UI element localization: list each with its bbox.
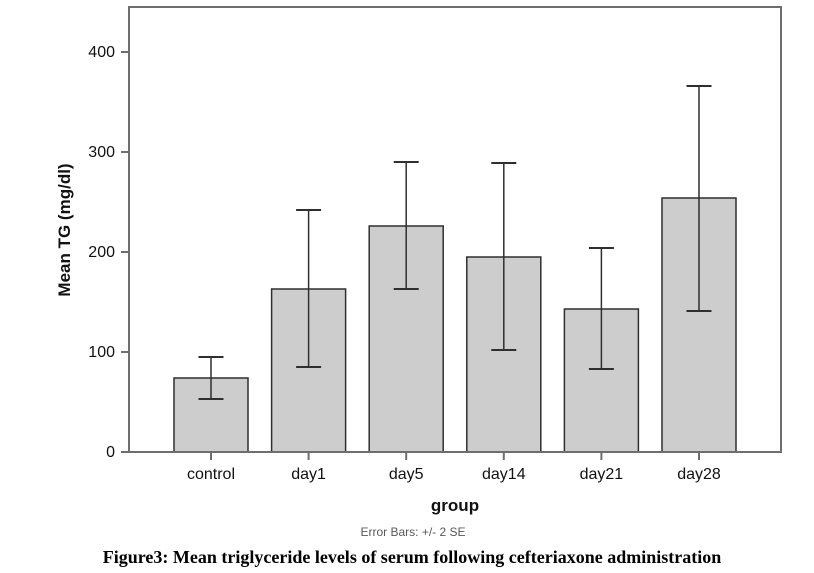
plot-frame: [128, 6, 782, 453]
figure-caption: Figure3: Mean triglyceride levels of ser…: [102, 547, 722, 567]
x-tick-label-day1: day1: [291, 466, 326, 483]
y-tick-label-400: 400: [88, 44, 115, 61]
x-tick-label-day5: day5: [389, 466, 424, 483]
error-bars-footnote: Error Bars: +/- 2 SE: [360, 525, 465, 539]
x-tick-label-control: control: [187, 466, 235, 483]
x-tick-label-day28: day28: [677, 466, 721, 483]
y-axis-title: Mean TG (mg/dl): [55, 163, 74, 296]
x-tick-label-day14: day14: [482, 466, 526, 483]
y-tick-label-300: 300: [88, 144, 115, 161]
y-tick-label-100: 100: [88, 344, 115, 361]
y-tick-label-200: 200: [88, 244, 115, 261]
x-axis-title: group: [431, 496, 479, 515]
y-tick-label-0: 0: [106, 444, 115, 461]
bar-chart: 0 100 200 300 400 control day1 day5 day14 day21 da…: [55, 6, 782, 539]
x-tick-label-day21: day21: [580, 466, 624, 483]
